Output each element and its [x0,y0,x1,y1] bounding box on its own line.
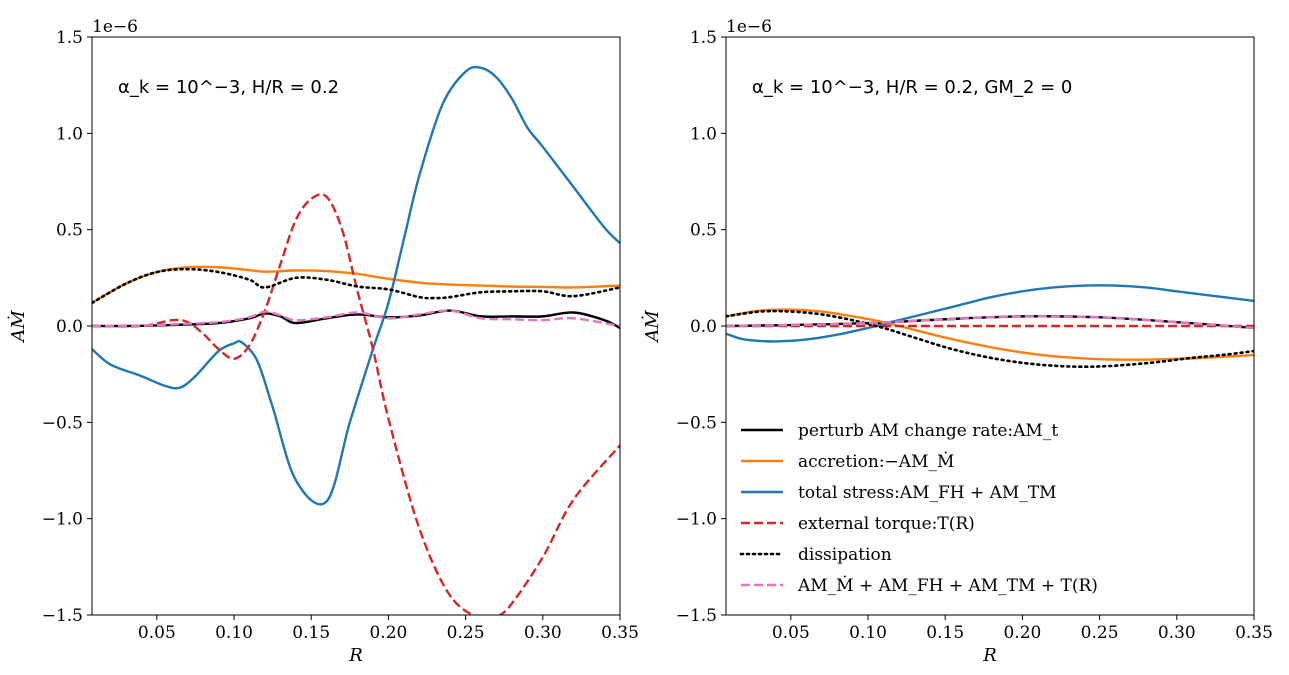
right-series-am-am-fh-am-tm-t-r [726,315,1254,330]
right-y-offset-label: 1e−6 [726,17,772,37]
right-series-accretion-am [726,308,1254,361]
right-x-axis-label: R [982,645,997,666]
right-y-tick-label: −1.0 [676,510,717,530]
left-x-tick-label: 0.15 [292,623,330,643]
right-panel: 0.05 0.10 0.15 0.20 0.25 0.30 0.35 −1.5 −1.0 −0.… [640,17,1273,666]
left-series-am-am-fh-am-tm-t-r [92,309,620,328]
left-y-ticks: −1.5 −1.0 −0.5 0.0 0.5 1.0 1.5 [42,28,92,626]
legend-label-external-torque-t-r: external torque:T(R) [798,514,975,534]
left-y-tick-label: 1.0 [56,124,83,144]
left-series-dissipation [92,267,620,305]
legend-label-total-stress-am-fh-am-tm: total stress:AM_FH + AM_TM [798,483,1057,503]
left-series-external-torque-t-r [92,193,620,615]
legend-label-perturb-am-change-rate-am-t: perturb AM change rate:AM_t [798,421,1058,441]
right-y-tick-label: 1.5 [690,28,717,48]
left-y-tick-label: −0.5 [42,413,83,433]
left-series [92,65,620,615]
left-x-tick-label: 0.30 [524,623,562,643]
right-legend: perturb AM change rate:AM_t accretion:−AM… [739,421,1098,596]
right-series [726,284,1254,368]
left-x-ticks: 0.05 0.10 0.15 0.20 0.25 0.30 0.35 [138,615,639,643]
right-y-tick-label: −1.5 [676,606,717,626]
right-series-total-stress-am-fh-am-tm [726,284,1254,343]
left-y-offset-label: 1e−6 [92,17,138,37]
left-x-tick-label: 0.25 [447,623,485,643]
left-series-total-stress-am-fh-am-tm [92,65,620,506]
right-x-tick-label: 0.05 [772,623,810,643]
right-x-tick-label: 0.25 [1081,623,1119,643]
left-annotation: α_k = 10^−3, H/R = 0.2 [118,77,339,98]
right-x-tick-label: 0.30 [1158,623,1196,643]
legend-label-dissipation: dissipation [798,545,892,565]
legend-label-accretion-am: accretion:−AM_Ṁ [798,451,954,472]
right-y-tick-label: 0.5 [690,221,717,241]
right-series-dissipation [726,309,1254,368]
right-y-tick-label: −0.5 [676,413,717,433]
left-x-tick-label: 0.35 [601,623,639,643]
left-y-tick-label: 0.0 [56,317,83,337]
left-y-tick-label: −1.0 [42,510,83,530]
left-x-tick-label: 0.05 [138,623,176,643]
right-x-tick-label: 0.10 [849,623,887,643]
right-annotation: α_k = 10^−3, H/R = 0.2, GM_2 = 0 [752,77,1072,98]
left-y-tick-label: −1.5 [42,606,83,626]
left-series-accretion-am [92,265,620,304]
right-y-tick-label: 1.0 [690,124,717,144]
left-x-tick-label: 0.10 [215,623,253,643]
left-x-axis-label: R [348,645,363,666]
right-y-axis-label: AṀ [640,310,663,344]
left-panel: 0.05 0.10 0.15 0.20 0.25 0.30 0.35 −1.5 −1.0 −0.… [6,17,639,666]
right-x-ticks: 0.05 0.10 0.15 0.20 0.25 0.30 0.35 [772,615,1273,643]
right-x-tick-label: 0.15 [926,623,964,643]
left-y-axis-label: AṀ [6,310,29,344]
left-x-tick-label: 0.20 [369,623,407,643]
right-x-tick-label: 0.35 [1235,623,1273,643]
left-y-tick-label: 0.5 [56,221,83,241]
right-y-ticks: −1.5 −1.0 −0.5 0.0 0.5 1.0 1.5 [676,28,726,626]
right-x-tick-label: 0.20 [1003,623,1041,643]
left-y-tick-label: 1.5 [56,28,83,48]
legend-label-am-am-fh-am-tm-t-r: AM_Ṁ + AM_FH + AM_TM + T(R) [797,575,1098,596]
right-y-tick-label: 0.0 [690,317,717,337]
